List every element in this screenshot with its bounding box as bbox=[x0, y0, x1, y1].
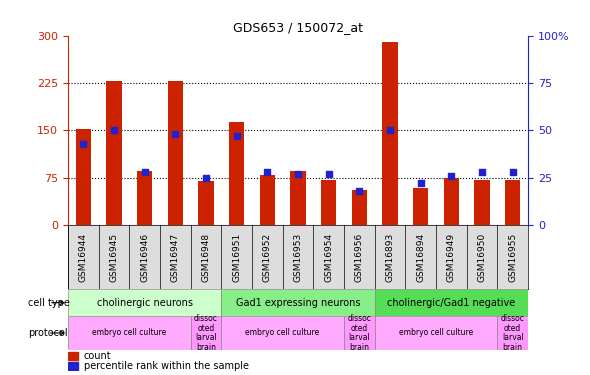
Text: dissoc
oted
larval
brain: dissoc oted larval brain bbox=[348, 314, 371, 352]
Bar bbox=[106, 81, 122, 225]
Text: embryo cell culture: embryo cell culture bbox=[245, 328, 320, 338]
Point bbox=[416, 180, 425, 186]
Text: GSM16955: GSM16955 bbox=[508, 232, 517, 282]
Text: cholinergic/Gad1 negative: cholinergic/Gad1 negative bbox=[387, 298, 516, 307]
Bar bbox=[68, 316, 191, 350]
Point bbox=[293, 171, 303, 177]
Point bbox=[447, 173, 456, 179]
Bar bbox=[221, 316, 344, 350]
Text: GSM16947: GSM16947 bbox=[171, 232, 180, 282]
Text: protocol: protocol bbox=[28, 328, 68, 338]
Bar bbox=[260, 174, 275, 225]
Bar bbox=[68, 362, 78, 370]
Bar bbox=[137, 171, 152, 225]
Point bbox=[263, 169, 272, 175]
Point bbox=[140, 169, 149, 175]
Text: GSM16944: GSM16944 bbox=[78, 233, 88, 282]
Bar bbox=[375, 316, 497, 350]
Text: cell type: cell type bbox=[28, 298, 70, 307]
Text: dissoc
oted
larval
brain: dissoc oted larval brain bbox=[194, 314, 218, 352]
Text: GSM16945: GSM16945 bbox=[109, 232, 119, 282]
Bar bbox=[413, 188, 428, 225]
Point bbox=[78, 141, 88, 147]
Text: percentile rank within the sample: percentile rank within the sample bbox=[84, 361, 249, 371]
Text: GSM16893: GSM16893 bbox=[385, 232, 395, 282]
Text: embryo cell culture: embryo cell culture bbox=[92, 328, 166, 338]
Text: GSM16953: GSM16953 bbox=[293, 232, 303, 282]
Bar bbox=[474, 180, 490, 225]
Bar bbox=[290, 171, 306, 225]
Bar bbox=[444, 178, 459, 225]
Point bbox=[171, 131, 180, 137]
Point bbox=[355, 188, 364, 194]
Point bbox=[477, 169, 487, 175]
Point bbox=[324, 171, 333, 177]
Text: count: count bbox=[84, 351, 112, 360]
Point bbox=[385, 128, 395, 134]
Bar bbox=[505, 180, 520, 225]
Text: GSM16894: GSM16894 bbox=[416, 232, 425, 282]
Bar bbox=[68, 290, 221, 316]
Bar bbox=[382, 42, 398, 225]
Bar bbox=[352, 190, 367, 225]
Bar bbox=[321, 180, 336, 225]
Text: cholinergic neurons: cholinergic neurons bbox=[97, 298, 192, 307]
Bar bbox=[497, 316, 528, 350]
Point bbox=[232, 133, 241, 139]
Bar bbox=[229, 122, 244, 225]
Bar bbox=[198, 181, 214, 225]
Bar bbox=[68, 351, 78, 360]
Text: GSM16948: GSM16948 bbox=[201, 232, 211, 282]
Point bbox=[508, 169, 517, 175]
Bar bbox=[191, 316, 221, 350]
Text: GSM16951: GSM16951 bbox=[232, 232, 241, 282]
Text: Gad1 expressing neurons: Gad1 expressing neurons bbox=[235, 298, 360, 307]
Bar bbox=[221, 290, 375, 316]
Text: dissoc
oted
larval
brain: dissoc oted larval brain bbox=[501, 314, 525, 352]
Title: GDS653 / 150072_at: GDS653 / 150072_at bbox=[233, 21, 363, 34]
Bar bbox=[344, 316, 375, 350]
Text: GSM16956: GSM16956 bbox=[355, 232, 364, 282]
Text: GSM16954: GSM16954 bbox=[324, 232, 333, 282]
Text: embryo cell culture: embryo cell culture bbox=[399, 328, 473, 338]
Text: GSM16946: GSM16946 bbox=[140, 232, 149, 282]
Text: GSM16950: GSM16950 bbox=[477, 232, 487, 282]
Bar bbox=[76, 129, 91, 225]
Point bbox=[109, 128, 119, 134]
Bar bbox=[168, 81, 183, 225]
Text: GSM16952: GSM16952 bbox=[263, 232, 272, 282]
Text: GSM16949: GSM16949 bbox=[447, 232, 456, 282]
Point bbox=[201, 175, 211, 181]
Bar bbox=[375, 290, 528, 316]
